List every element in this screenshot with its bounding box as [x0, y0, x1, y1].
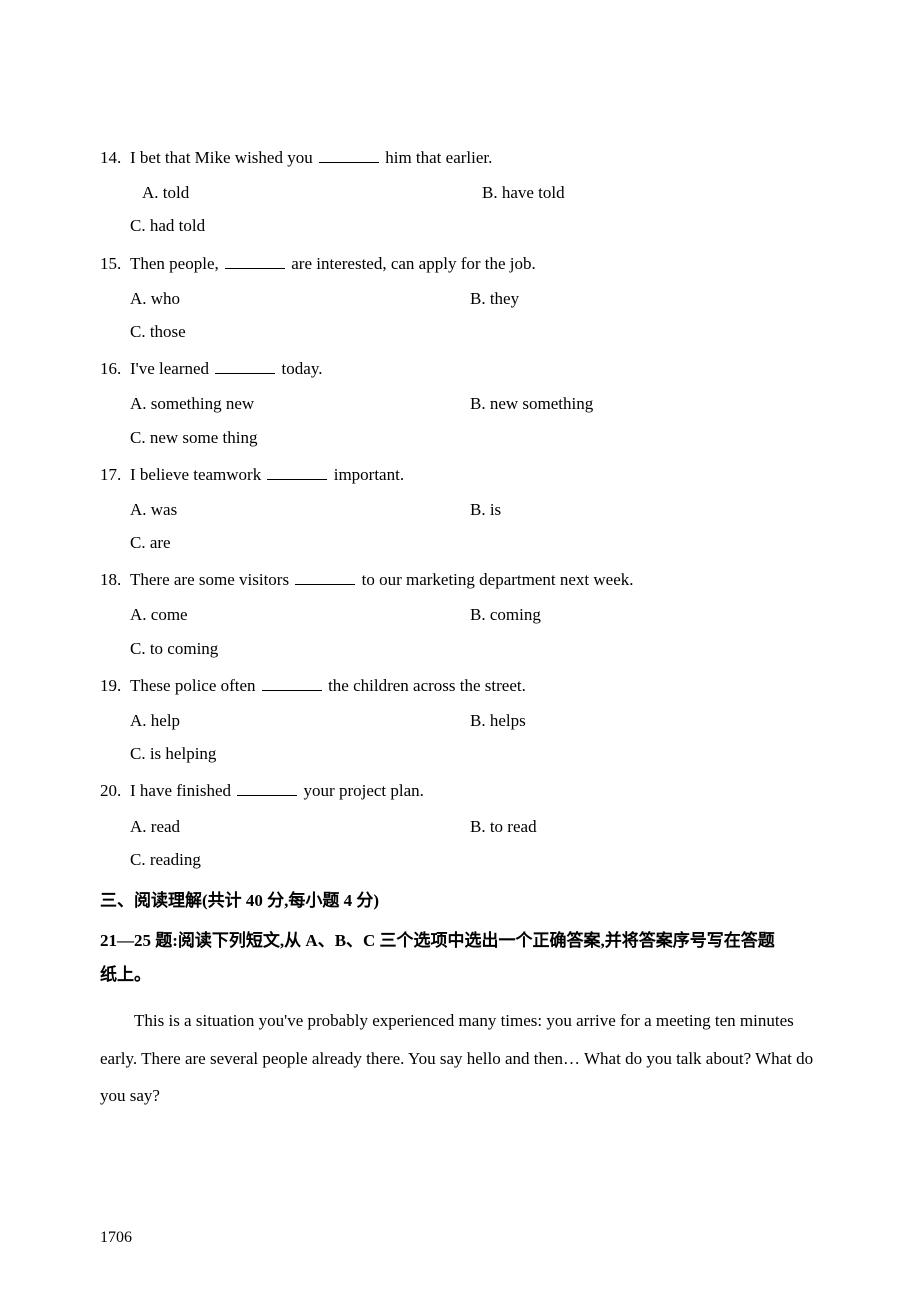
fill-blank — [237, 778, 297, 796]
question-16: 16.I've learned today. — [100, 355, 820, 382]
question-number: 15. — [100, 250, 130, 277]
option-c: C. to coming — [100, 635, 820, 662]
option-a: A. was — [130, 496, 470, 523]
fill-blank — [215, 356, 275, 374]
option-c: C. new some thing — [100, 424, 820, 451]
option-a: A. read — [130, 813, 470, 840]
question-text: I have finished your project plan. — [130, 777, 820, 804]
option-c: C. is helping — [100, 740, 820, 767]
question-text: These police often the children across t… — [130, 672, 820, 699]
question-15: 15.Then people, are interested, can appl… — [100, 250, 820, 277]
option-c: C. had told — [100, 212, 820, 239]
question-19: 19.These police often the children acros… — [100, 672, 820, 699]
question-14: 14.I bet that Mike wished you him that e… — [100, 144, 820, 171]
options-row-ab: A. wasB. is — [100, 496, 820, 523]
fill-blank — [267, 462, 327, 480]
section-heading: 三、阅读理解(共计 40 分,每小题 4 分) — [100, 887, 820, 914]
question-text: I believe teamwork important. — [130, 461, 820, 488]
option-b: B. have told — [482, 179, 820, 206]
reading-instruction: 21—25 题:阅读下列短文,从 A、B、C 三个选项中选出一个正确答案,并将答… — [100, 924, 820, 992]
question-text: I've learned today. — [130, 355, 820, 382]
question-17: 17.I believe teamwork important. — [100, 461, 820, 488]
option-a: A. told — [130, 179, 482, 206]
option-c: C. those — [100, 318, 820, 345]
option-a: A. who — [130, 285, 470, 312]
fill-blank — [319, 145, 379, 163]
question-text: Then people, are interested, can apply f… — [130, 250, 820, 277]
fill-blank — [295, 567, 355, 585]
question-number: 16. — [100, 355, 130, 382]
reading-instruction-line2: 纸上。 — [100, 965, 151, 984]
option-a: A. something new — [130, 390, 470, 417]
reading-instruction-line1: 21—25 题:阅读下列短文,从 A、B、C 三个选项中选出一个正确答案,并将答… — [100, 931, 775, 950]
page-number: 1706 — [100, 1225, 132, 1251]
question-text: I bet that Mike wished you him that earl… — [130, 144, 820, 171]
option-b: B. to read — [470, 813, 820, 840]
question-number: 18. — [100, 566, 130, 593]
option-a: A. come — [130, 601, 470, 628]
question-number: 14. — [100, 144, 130, 171]
option-b: B. is — [470, 496, 820, 523]
options-row-ab: A. toldB. have told — [100, 179, 820, 206]
fill-blank — [225, 251, 285, 269]
option-a: A. help — [130, 707, 470, 734]
question-number: 19. — [100, 672, 130, 699]
question-18: 18.There are some visitors to our market… — [100, 566, 820, 593]
options-row-ab: A. helpB. helps — [100, 707, 820, 734]
option-b: B. coming — [470, 601, 820, 628]
question-number: 17. — [100, 461, 130, 488]
reading-passage: This is a situation you've probably expe… — [100, 1002, 820, 1114]
options-row-ab: A. readB. to read — [100, 813, 820, 840]
option-c: C. reading — [100, 846, 820, 873]
options-row-ab: A. whoB. they — [100, 285, 820, 312]
option-b: B. new something — [470, 390, 820, 417]
option-b: B. helps — [470, 707, 820, 734]
question-number: 20. — [100, 777, 130, 804]
question-text: There are some visitors to our marketing… — [130, 566, 820, 593]
option-b: B. they — [470, 285, 820, 312]
questions-container: 14.I bet that Mike wished you him that e… — [100, 144, 820, 873]
option-c: C. are — [100, 529, 820, 556]
options-row-ab: A. something newB. new something — [100, 390, 820, 417]
options-row-ab: A. comeB. coming — [100, 601, 820, 628]
question-20: 20.I have finished your project plan. — [100, 777, 820, 804]
fill-blank — [262, 673, 322, 691]
